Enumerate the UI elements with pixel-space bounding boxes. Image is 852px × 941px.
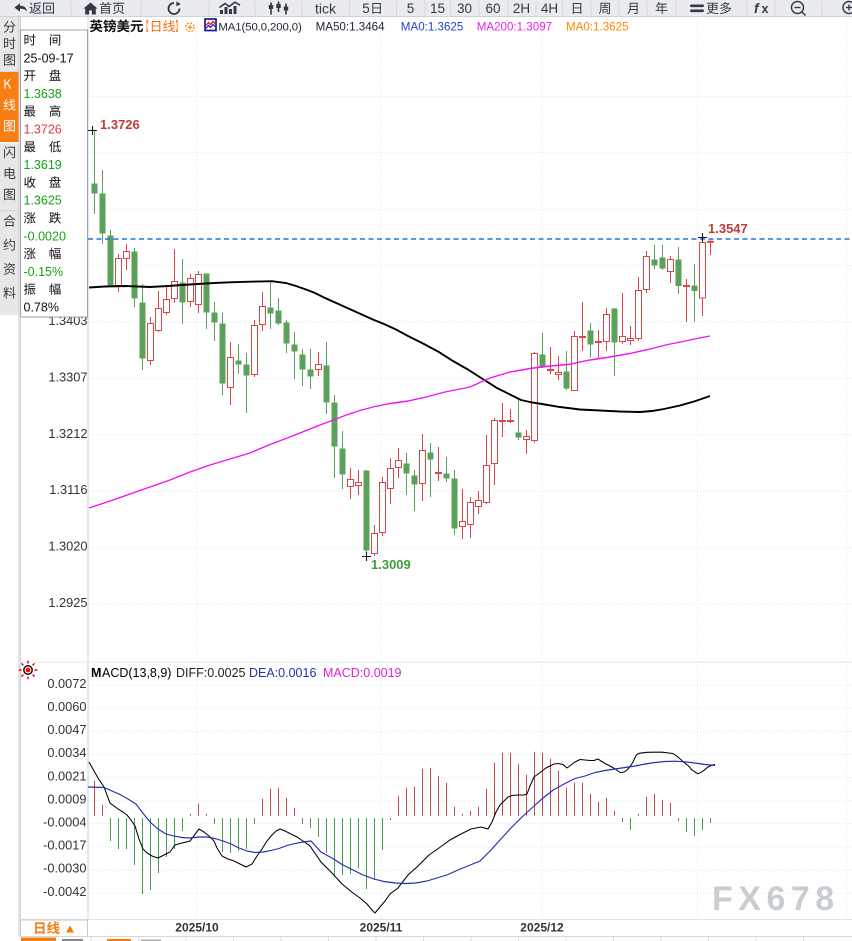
svg-text:2025/10: 2025/10 <box>175 921 219 935</box>
svg-text:f: f <box>754 0 760 16</box>
svg-text:0.0072: 0.0072 <box>47 676 86 691</box>
svg-text:1.3212: 1.3212 <box>48 426 87 441</box>
svg-text:25-09-17: 25-09-17 <box>24 51 74 65</box>
svg-text:MA1(50,0,200,0): MA1(50,0,200,0) <box>218 22 302 34</box>
svg-text:0.0047: 0.0047 <box>47 722 86 737</box>
svg-text:DIFF:0.0025: DIFF:0.0025 <box>176 666 246 680</box>
svg-text:60: 60 <box>485 1 500 16</box>
svg-text:0.78%: 0.78% <box>24 301 59 315</box>
svg-text:ACD(13,8,9): ACD(13,8,9) <box>102 666 171 680</box>
svg-text:MACD:0.0019: MACD:0.0019 <box>323 666 402 680</box>
svg-text:-0.0020: -0.0020 <box>24 229 66 243</box>
svg-text:1.3116: 1.3116 <box>49 482 87 497</box>
svg-text:DEA:0.0016: DEA:0.0016 <box>249 666 316 680</box>
svg-text:0.0060: 0.0060 <box>47 699 86 714</box>
svg-text:1.3726: 1.3726 <box>100 117 140 132</box>
svg-text:4H: 4H <box>541 1 558 16</box>
svg-text:1.3020: 1.3020 <box>48 539 87 554</box>
svg-text:-0.0004: -0.0004 <box>43 815 86 830</box>
svg-text:1.3625: 1.3625 <box>24 194 62 208</box>
svg-text:x: x <box>762 2 769 16</box>
svg-text:5: 5 <box>362 1 370 16</box>
svg-text:MA200:1.3097: MA200:1.3097 <box>477 21 552 34</box>
svg-text:tick: tick <box>315 1 337 17</box>
svg-text:MA50:1.3464: MA50:1.3464 <box>316 21 386 34</box>
svg-text:FX678: FX678 <box>712 880 840 918</box>
svg-text:0.0009: 0.0009 <box>47 791 86 806</box>
svg-text:2025/11: 2025/11 <box>360 921 403 935</box>
svg-text:1.3009: 1.3009 <box>371 557 411 572</box>
svg-text:M: M <box>91 666 101 680</box>
svg-text:-0.0017: -0.0017 <box>43 838 86 853</box>
svg-text:MA0:1.3625: MA0:1.3625 <box>566 21 629 34</box>
svg-text:5: 5 <box>407 1 415 16</box>
svg-text:2025/12: 2025/12 <box>520 921 564 935</box>
svg-text:-0.0030: -0.0030 <box>43 861 86 876</box>
svg-text:0.0034: 0.0034 <box>47 745 86 760</box>
svg-text:-0.15%: -0.15% <box>24 265 64 279</box>
svg-text:1.3726: 1.3726 <box>24 123 62 137</box>
svg-text:1.3547: 1.3547 <box>708 221 748 236</box>
svg-text:1.3619: 1.3619 <box>24 158 62 172</box>
svg-text:2H: 2H <box>513 1 530 16</box>
svg-text:1.3307: 1.3307 <box>48 369 87 384</box>
svg-text:30: 30 <box>457 1 472 16</box>
svg-text:1.2925: 1.2925 <box>48 595 87 610</box>
svg-text:MA0:1.3625: MA0:1.3625 <box>401 21 464 34</box>
svg-text:1.3638: 1.3638 <box>24 87 62 101</box>
svg-text:-0.0042: -0.0042 <box>43 884 86 899</box>
svg-text:15: 15 <box>430 1 445 16</box>
svg-text:0.0021: 0.0021 <box>47 768 86 783</box>
